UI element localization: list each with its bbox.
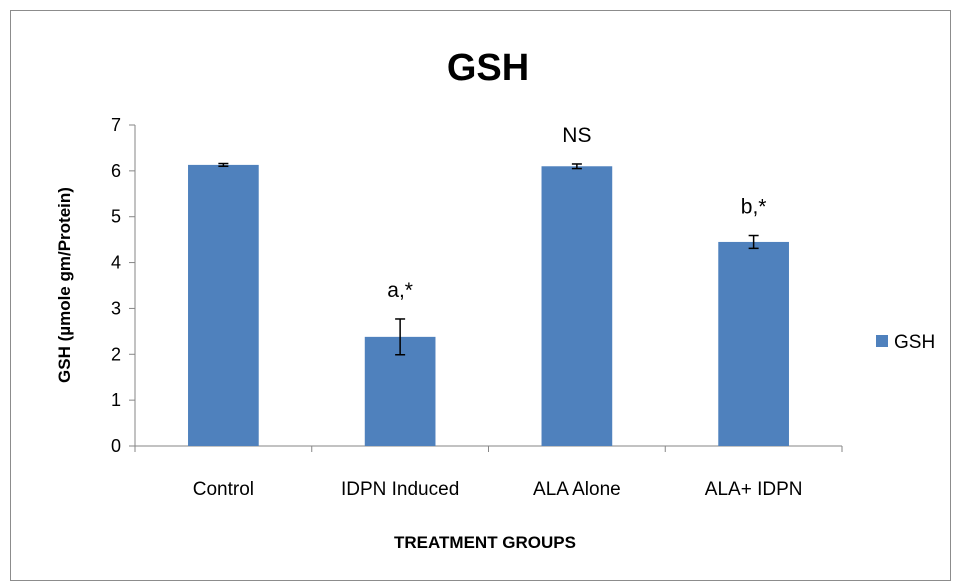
category-label: ALA+ IDPN xyxy=(705,479,803,500)
significance-label: a,* xyxy=(387,279,413,302)
significance-label: NS xyxy=(562,124,591,147)
bar xyxy=(718,241,789,446)
category-label: ALA Alone xyxy=(533,479,621,500)
chart-border xyxy=(10,10,951,581)
y-tick-label: 4 xyxy=(111,253,121,273)
category-label: Control xyxy=(193,479,254,500)
x-axis-title: TREATMENT GROUPS xyxy=(394,533,576,552)
legend-swatch-gsh xyxy=(876,335,888,347)
y-tick-label: 6 xyxy=(111,161,121,181)
y-tick-label: 3 xyxy=(111,298,121,318)
plot-area: 0 1 2 3 4 5 6 7 Control IDPN Induced a,* ALA Alone N… xyxy=(111,115,843,500)
y-tick-label: 7 xyxy=(111,115,121,135)
y-tick-label: 2 xyxy=(111,344,121,364)
category-label: IDPN Induced xyxy=(341,479,459,500)
bar xyxy=(541,166,613,446)
y-tick-label: 1 xyxy=(111,390,121,410)
legend-label-gsh: GSH xyxy=(894,332,935,353)
legend: GSH xyxy=(876,332,935,353)
y-tick-label: 0 xyxy=(111,436,121,456)
y-tick-label: 5 xyxy=(111,207,121,227)
bar xyxy=(188,164,259,446)
significance-label: b,* xyxy=(741,196,767,219)
chart-title: GSH xyxy=(447,47,529,89)
y-axis-title: GSH (µmole gm/Protein) xyxy=(55,187,74,383)
